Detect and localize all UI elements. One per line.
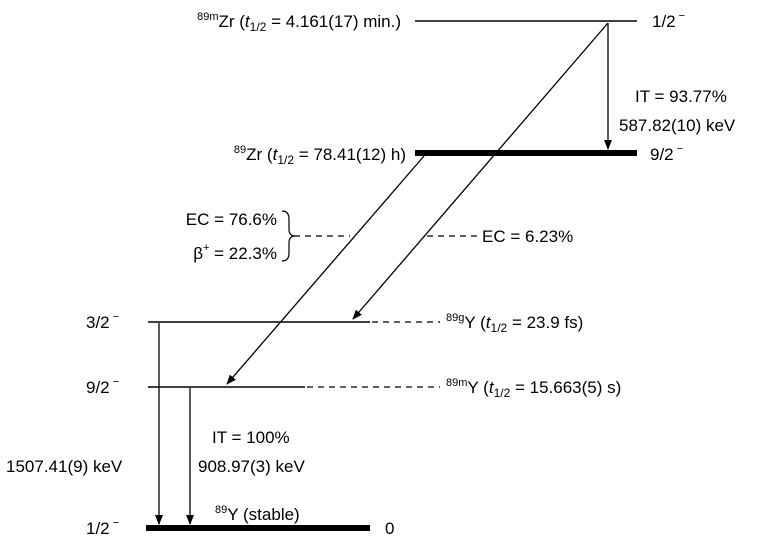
energy-y89: 0	[385, 519, 394, 538]
arrow-zr89-ec	[226, 155, 425, 385]
ec-left-label: EC = 76.6%	[186, 210, 277, 229]
ec-right-label: EC = 6.23%	[482, 227, 573, 246]
arrow-zr89m-ec	[352, 22, 609, 320]
label-y89g: 89gY (t1/2 = 23.9 fs)	[446, 312, 583, 335]
beta-plus-label: β+ = 22.3%	[193, 242, 277, 263]
spin-y89m: 9/2−	[86, 376, 119, 397]
spin-zr89m: 1/2−	[652, 10, 685, 31]
label-zr89m: 89mZr (t1/2 = 4.161(17) min.)	[197, 11, 401, 34]
label-y89m: 89mY (t1/2 = 15.663(5) s)	[446, 377, 621, 400]
spin-y89g: 3/2−	[86, 311, 119, 332]
gamma-y-energy: 1507.41(9) keV	[6, 457, 123, 476]
label-y89: 89Y (stable)	[215, 504, 300, 524]
brace	[281, 210, 296, 262]
label-zr89: 89Zr (t1/2 = 78.41(12) h)	[234, 144, 406, 167]
it-y-energy: 908.97(3) keV	[198, 457, 305, 476]
it-zr-branch: IT = 93.77%	[635, 87, 727, 106]
it-y-branch: IT = 100%	[212, 428, 290, 447]
it-zr-energy: 587.82(10) keV	[619, 116, 736, 135]
spin-zr89: 9/2−	[650, 143, 683, 164]
spin-y89: 1/2−	[86, 517, 119, 538]
